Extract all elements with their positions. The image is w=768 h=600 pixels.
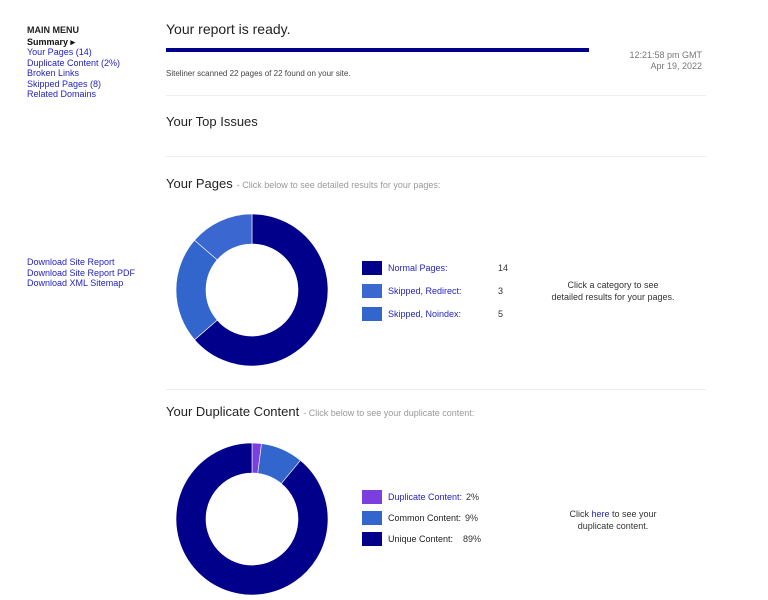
scan-summary: Siteliner scanned 22 pages of 22 found o…	[166, 69, 351, 78]
duplicate-hint-line1: Click here to see your	[538, 508, 688, 520]
divider	[166, 95, 706, 96]
progress-bar-fill	[166, 48, 589, 52]
common-content-label: Common Content:	[388, 513, 462, 523]
duplicate-hint-line2: duplicate content.	[577, 521, 649, 531]
duplicate-here-link[interactable]: here	[591, 509, 610, 519]
menu-item-broken-links[interactable]: Broken Links	[27, 68, 80, 78]
duplicate-legend: Duplicate Content: 2% Common Content: 9%…	[362, 490, 481, 553]
duplicate-hint: Click here to see your duplicate content…	[538, 508, 688, 532]
pages-hint-line1: Click a category to see	[567, 280, 659, 290]
top-issues-title: Your Top Issues	[166, 114, 258, 129]
pages-hint-line2: detailed results for your pages.	[551, 292, 675, 302]
pages-slice-normal[interactable]	[194, 214, 328, 366]
menu-item-summary[interactable]: Summary ▸	[27, 36, 76, 47]
main-menu: MAIN MENU Summary ▸ Your Pages (14) Dupl…	[27, 25, 157, 100]
download-links: Download Site Report Download Site Repor…	[27, 257, 135, 289]
normal-pages-label[interactable]: Normal Pages:	[388, 263, 448, 273]
duplicate-hint-post: to see your	[609, 509, 657, 519]
pages-donut-chart[interactable]	[176, 214, 328, 366]
report-date: Apr 19, 2022	[650, 61, 702, 71]
skipped-redirect-label[interactable]: Skipped, Redirect:	[388, 286, 462, 296]
menu-item-duplicate-content[interactable]: Duplicate Content (2%)	[27, 57, 121, 68]
report-title: Your report is ready.	[166, 21, 291, 37]
pages-hint: Click a category to see detailed results…	[538, 279, 688, 303]
legend-common-content: Common Content: 9%	[362, 511, 481, 525]
duplicate-content-value: 2%	[466, 492, 480, 502]
skipped-redirect-value: 3	[498, 286, 504, 296]
common-content-swatch	[362, 511, 382, 525]
unique-content-value: 89%	[463, 534, 482, 544]
duplicate-content-title: Your Duplicate Content - Click below to s…	[166, 404, 474, 419]
duplicate-content-heading: Your Duplicate Content	[166, 404, 300, 419]
skipped-noindex-label[interactable]: Skipped, Noindex:	[388, 309, 462, 319]
pages-slice-noindex[interactable]	[176, 239, 218, 341]
unique-content-label: Unique Content:	[388, 534, 454, 544]
legend-duplicate-content[interactable]: Duplicate Content: 2%	[362, 490, 481, 504]
legend-normal-pages[interactable]: Normal Pages: 14	[362, 261, 508, 275]
your-pages-heading: Your Pages	[166, 176, 233, 191]
divider	[166, 156, 706, 157]
progress-bar	[166, 48, 589, 52]
pages-legend: Normal Pages: 14 Skipped, Redirect: 3 Sk…	[362, 261, 508, 330]
skipped-noindex-value: 5	[498, 309, 504, 319]
report-time: 12:21:58 pm GMT	[629, 50, 702, 60]
duplicate-hint-pre: Click	[569, 509, 592, 519]
menu-item-your-pages[interactable]: Your Pages (14)	[27, 47, 92, 57]
skipped-redirect-swatch	[362, 284, 382, 298]
skipped-noindex-swatch	[362, 307, 382, 321]
download-xml-sitemap-link[interactable]: Download XML Sitemap	[27, 278, 124, 288]
menu-item-related-domains[interactable]: Related Domains	[27, 89, 97, 99]
legend-skipped-redirect[interactable]: Skipped, Redirect: 3	[362, 284, 508, 298]
duplicate-slice-unique[interactable]	[176, 443, 328, 595]
common-content-value: 9%	[465, 513, 479, 523]
duplicate-donut-chart[interactable]	[176, 443, 328, 595]
download-site-report-link[interactable]: Download Site Report	[27, 257, 115, 267]
download-site-report-pdf-link[interactable]: Download Site Report PDF	[27, 267, 136, 278]
duplicate-content-swatch	[362, 490, 382, 504]
menu-item-skipped-pages[interactable]: Skipped Pages (8)	[27, 78, 102, 89]
normal-pages-value: 14	[498, 263, 509, 273]
your-pages-subtitle: - Click below to see detailed results fo…	[236, 180, 441, 190]
duplicate-content-subtitle: - Click below to see your duplicate cont…	[303, 408, 475, 418]
unique-content-swatch	[362, 532, 382, 546]
legend-skipped-noindex[interactable]: Skipped, Noindex: 5	[362, 307, 508, 321]
normal-pages-swatch	[362, 261, 382, 275]
main-menu-title: MAIN MENU	[27, 25, 79, 35]
pages-slice-redirect[interactable]	[194, 214, 253, 261]
report-timestamp: 12:21:58 pm GMT Apr 19, 2022	[590, 50, 702, 72]
duplicate-content-label[interactable]: Duplicate Content:	[388, 492, 463, 502]
legend-unique-content: Unique Content: 89%	[362, 532, 481, 546]
your-pages-title: Your Pages - Click below to see detailed …	[166, 176, 440, 191]
divider	[166, 389, 706, 390]
